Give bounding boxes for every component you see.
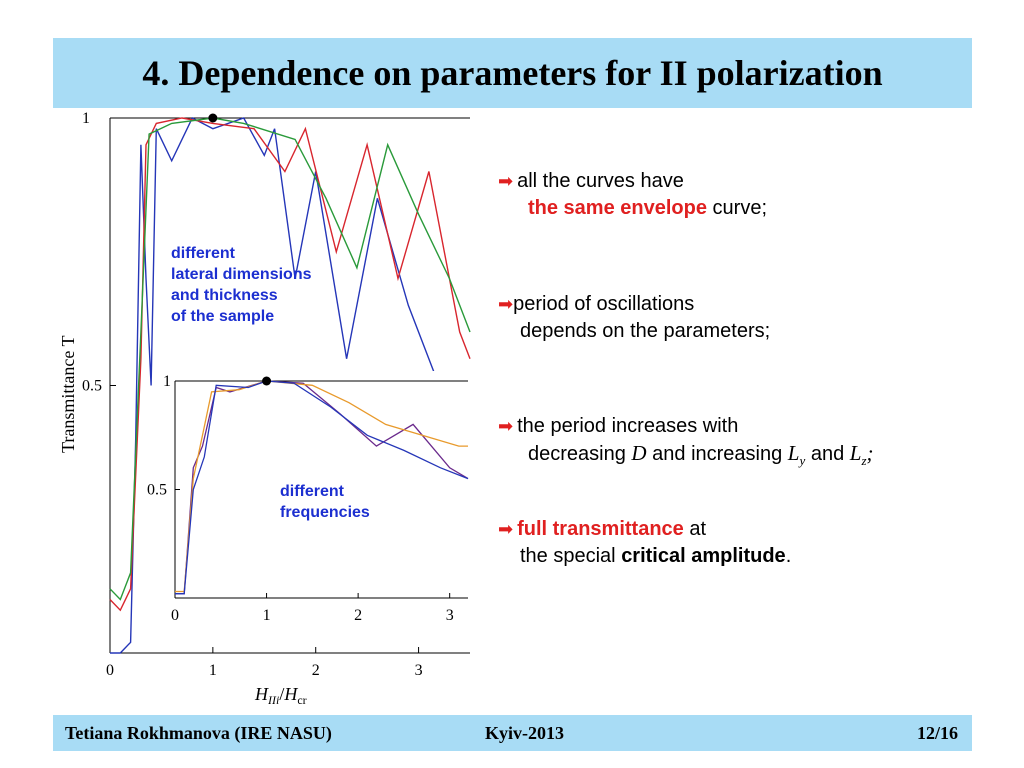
inset-note-line: different	[280, 483, 344, 500]
y-tick-label: 1	[82, 110, 90, 127]
inset-note-line: frequencies	[280, 504, 370, 521]
x-axis-label-part: H	[254, 684, 269, 704]
x-tick-label: 3	[415, 662, 423, 679]
x-axis-label-part: /	[279, 684, 284, 704]
inset-y-tick-label: 1	[163, 373, 171, 390]
x-axis-label-part: cr	[297, 693, 306, 707]
footer-author: Tetiana Rokhmanova (IRE NASU)	[65, 723, 332, 743]
x-tick-label: 1	[209, 662, 217, 679]
title-bar: 4. Dependence on parameters for II polar…	[53, 38, 972, 108]
bullet-envelope: ➡ all the curves have the same envelope c…	[498, 170, 767, 219]
main-plot-frame: 0 1 2 3 0.5 1	[82, 110, 470, 679]
arrow-icon: ➡	[498, 416, 514, 436]
y-axis-label: Transmittance T	[58, 336, 78, 454]
x-tick-label: 2	[312, 662, 320, 679]
bullet-period-increase: ➡ the period increases with decreasing D …	[498, 415, 874, 468]
inset-y-tick-label: 0.5	[147, 482, 167, 499]
inset-x-tick-label: 0	[171, 607, 179, 624]
arrow-icon: ➡	[498, 171, 514, 191]
inset-x-tick-label: 2	[354, 607, 362, 624]
slide-title: 4. Dependence on parameters for II polar…	[142, 53, 883, 93]
main-plot-series	[109, 113, 471, 654]
arrow-icon: ➡	[498, 519, 514, 539]
footer-page: 12/16	[916, 723, 958, 743]
y-tick-label: 0.5	[82, 378, 102, 395]
main-note-line: lateral dimensions	[171, 266, 312, 283]
bullet-full-transmittance: ➡ full transmittance at the special criti…	[498, 518, 792, 567]
main-plot-annotation: different lateral dimensions and thickne…	[171, 243, 312, 327]
footer-bar: Tetiana Rokhmanova (IRE NASU) Kyiv-2013 …	[53, 715, 972, 751]
transmittance-chart: 0 1 2 30.51 0 1 2 30.51 Transmittance THIIi/Hc…	[58, 110, 478, 708]
arrow-icon: ➡	[498, 294, 514, 314]
series-line	[109, 117, 471, 612]
inset-critical-point-marker	[262, 376, 272, 386]
x-tick-label: 0	[106, 662, 114, 679]
series-line	[110, 117, 471, 654]
main-note-line: of the sample	[171, 308, 275, 325]
x-axis-label-part: IIi	[267, 693, 279, 707]
x-axis-label: HIIi/Hcr	[254, 684, 307, 707]
inset-plot-annotation: different frequencies	[280, 481, 370, 523]
x-axis-label-part: H	[283, 684, 298, 704]
series-line	[109, 117, 471, 601]
inset-x-tick-label: 3	[446, 607, 454, 624]
inset-background	[165, 371, 478, 638]
bullet-period: ➡period of oscillations depends on the p…	[498, 293, 771, 342]
inset-x-tick-label: 1	[263, 607, 271, 624]
footer-place: Kyiv-2013	[485, 723, 564, 743]
main-note-line: different	[171, 245, 235, 262]
inset-plot: 0 1 2 3 0.5 1	[147, 371, 478, 638]
critical-point-marker	[208, 113, 218, 123]
main-note-line: and thickness	[171, 287, 278, 304]
